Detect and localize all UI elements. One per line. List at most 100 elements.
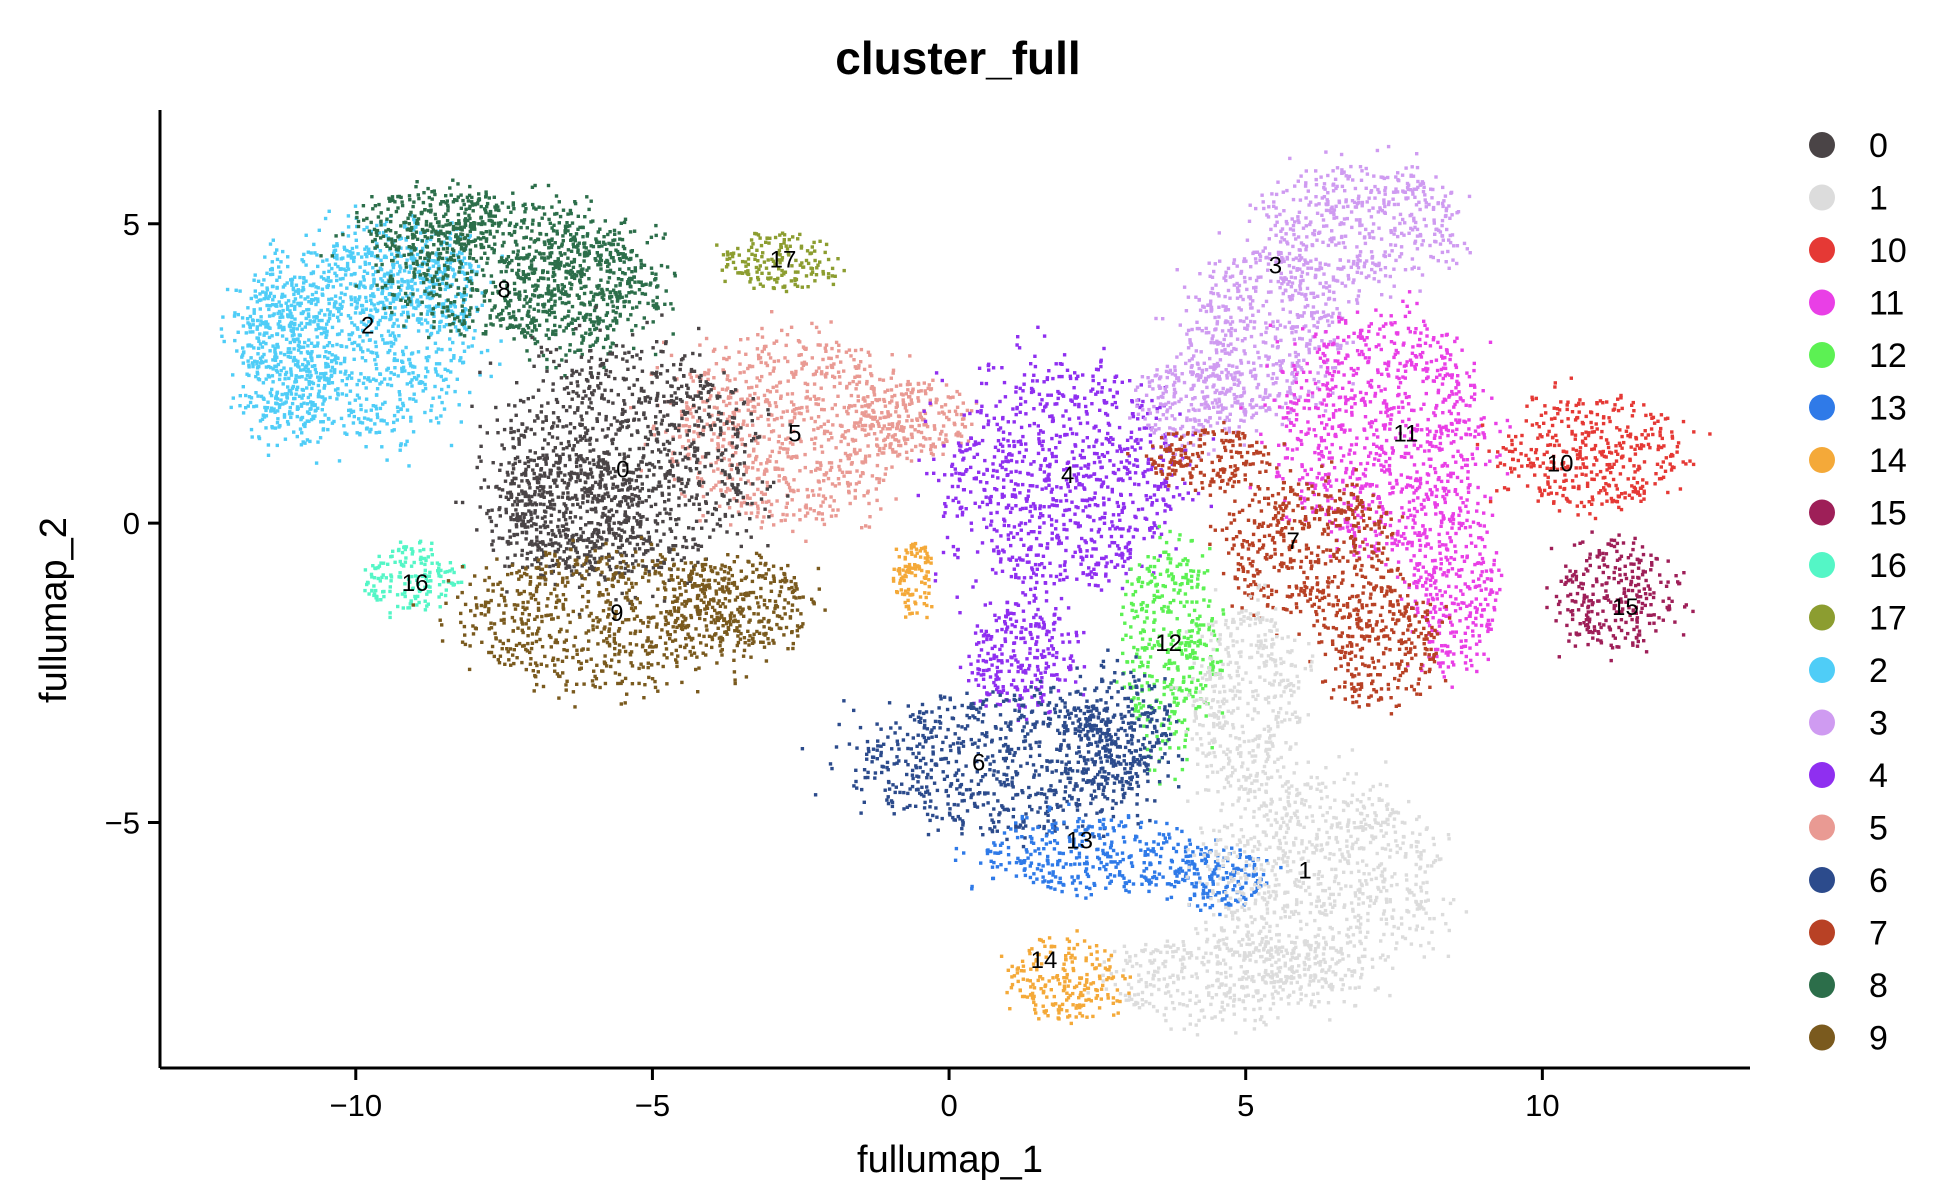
legend-swatch — [1809, 1024, 1835, 1051]
legend-swatch — [1809, 657, 1835, 683]
legend-swatch — [1809, 972, 1835, 998]
legend-label: 7 — [1869, 915, 1888, 953]
legend-label: 1 — [1869, 180, 1888, 218]
legend-swatch — [1809, 447, 1835, 473]
cluster-label-17: 17 — [770, 247, 797, 274]
cluster-points-14 — [891, 541, 1132, 1026]
legend-item-8: 8 — [1809, 967, 1888, 1005]
cluster-points-9 — [411, 536, 827, 709]
legend-swatch — [1809, 499, 1835, 526]
y-axis-ticks: 5 0 −5 — [105, 207, 160, 841]
cluster-points-5 — [629, 310, 979, 543]
scatter-points-layer — [219, 144, 1712, 1037]
x-axis-ticks: −10 −5 0 5 10 — [329, 1068, 1560, 1123]
x-tick-label: −10 — [329, 1088, 382, 1123]
legend-item-12: 12 — [1809, 337, 1907, 375]
cluster-points-15 — [1545, 530, 1695, 663]
cluster-points-0 — [454, 305, 792, 617]
legend-item-0: 0 — [1809, 127, 1888, 165]
x-tick-label: −5 — [635, 1088, 670, 1123]
x-tick-label: 5 — [1237, 1088, 1254, 1123]
cluster-points-13 — [953, 802, 1283, 917]
cluster-points-3 — [1128, 144, 1472, 462]
legend-item-11: 11 — [1809, 285, 1904, 323]
legend-swatch — [1809, 814, 1835, 841]
cluster-label-1: 1 — [1298, 857, 1311, 884]
legend-label: 12 — [1869, 337, 1907, 375]
cluster-label-8: 8 — [497, 277, 510, 304]
legend-label: 4 — [1869, 757, 1888, 795]
legend-item-15: 15 — [1809, 495, 1907, 533]
cluster-label-3: 3 — [1269, 253, 1282, 280]
legend-item-9: 9 — [1809, 1020, 1888, 1058]
cluster-points-1 — [1086, 583, 1469, 1037]
cluster-label-15: 15 — [1612, 594, 1639, 621]
legend: 0 1 10 11 12 13 14 15 16 17 2 3 4 5 6 7 8 9 — [1809, 127, 1907, 1058]
legend-item-16: 16 — [1809, 547, 1907, 585]
legend-item-3: 3 — [1809, 705, 1888, 743]
legend-item-13: 13 — [1809, 390, 1907, 428]
cluster-points-4 — [916, 325, 1216, 723]
legend-swatch — [1809, 709, 1835, 736]
cluster-label-2: 2 — [361, 313, 374, 340]
legend-label: 15 — [1869, 495, 1907, 533]
legend-label: 5 — [1869, 810, 1888, 848]
cluster-points-8 — [319, 178, 677, 378]
cluster-points-10 — [1475, 376, 1712, 521]
legend-swatch — [1809, 762, 1835, 788]
legend-item-6: 6 — [1809, 862, 1888, 900]
cluster-points-11 — [1239, 290, 1512, 689]
cluster-label-6: 6 — [972, 750, 985, 777]
legend-swatch — [1809, 289, 1835, 316]
legend-label: 2 — [1869, 652, 1888, 690]
cluster-labels-layer: 2 8 17 5 0 16 9 4 3 11 10 15 7 12 6 13 1 14 — [361, 247, 1639, 975]
cluster-label-16: 16 — [402, 570, 429, 597]
cluster-label-12: 12 — [1155, 630, 1182, 657]
legend-swatch — [1809, 394, 1835, 421]
legend-swatch — [1809, 132, 1835, 158]
cluster-label-4: 4 — [1061, 462, 1074, 489]
legend-swatch — [1809, 552, 1835, 578]
legend-label: 9 — [1869, 1020, 1888, 1058]
legend-swatch — [1809, 604, 1835, 631]
cluster-label-9: 9 — [610, 600, 623, 627]
y-tick-label: 0 — [123, 506, 140, 541]
legend-label: 14 — [1869, 442, 1907, 480]
legend-label: 13 — [1869, 390, 1907, 428]
legend-item-17: 17 — [1809, 600, 1907, 638]
legend-item-5: 5 — [1809, 810, 1888, 848]
cluster-points-16 — [363, 539, 466, 620]
cluster-points-12 — [1115, 524, 1226, 786]
legend-swatch — [1809, 342, 1835, 368]
x-tick-label: 0 — [940, 1088, 957, 1123]
legend-item-14: 14 — [1809, 442, 1907, 480]
cluster-label-0: 0 — [616, 456, 629, 483]
legend-item-4: 4 — [1809, 757, 1888, 795]
y-axis-title: fullumap_2 — [33, 517, 75, 703]
y-tick-label: −5 — [105, 806, 140, 841]
legend-item-2: 2 — [1809, 652, 1888, 690]
legend-label: 3 — [1869, 705, 1888, 743]
y-tick-label: 5 — [123, 207, 140, 242]
legend-label: 0 — [1869, 127, 1888, 165]
cluster-label-11: 11 — [1393, 420, 1418, 447]
legend-label: 6 — [1869, 862, 1888, 900]
cluster-label-14: 14 — [1031, 947, 1058, 974]
cluster-label-10: 10 — [1547, 450, 1574, 477]
legend-item-7: 7 — [1809, 915, 1888, 953]
legend-label: 16 — [1869, 547, 1907, 585]
legend-item-1: 1 — [1809, 180, 1888, 218]
cluster-points-17 — [715, 231, 846, 294]
legend-item-10: 10 — [1809, 232, 1907, 270]
cluster-points-7 — [1126, 420, 1452, 716]
x-axis-title: fullumap_1 — [857, 1139, 1043, 1181]
legend-label: 8 — [1869, 967, 1888, 1005]
legend-swatch — [1809, 919, 1835, 946]
legend-swatch — [1809, 184, 1835, 211]
legend-label: 10 — [1869, 232, 1907, 270]
cluster-label-5: 5 — [788, 420, 801, 447]
cluster-points-6 — [800, 648, 1185, 849]
cluster-label-13: 13 — [1066, 827, 1093, 854]
legend-swatch — [1809, 867, 1835, 893]
